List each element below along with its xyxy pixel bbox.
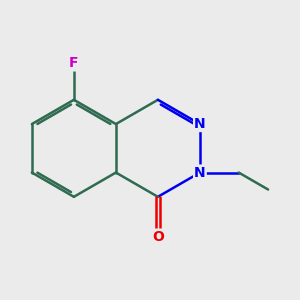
Text: N: N (194, 117, 206, 131)
Text: F: F (69, 56, 79, 70)
Text: O: O (152, 230, 164, 244)
Text: N: N (194, 166, 206, 180)
